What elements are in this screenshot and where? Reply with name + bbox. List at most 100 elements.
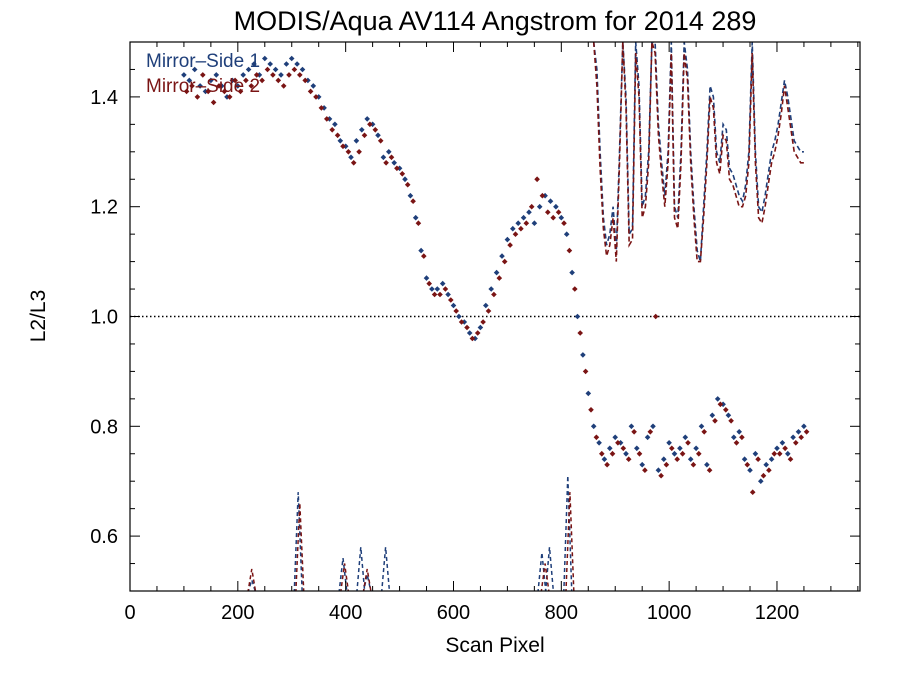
series-2-point — [793, 440, 799, 446]
series-2-point — [539, 192, 546, 199]
legend-entry-2: Mirror–Side 2 — [146, 76, 260, 97]
series-2-point — [469, 335, 476, 342]
series-1-spike — [293, 492, 303, 591]
series-1-spike — [356, 547, 366, 591]
series-1-point — [186, 77, 193, 84]
y-tick-label: 1.0 — [90, 307, 118, 329]
series-2-point — [604, 461, 610, 468]
series-2-point — [329, 127, 335, 133]
x-axis-label: Scan Pixel — [445, 634, 544, 657]
series-1-point — [536, 203, 543, 210]
series-1-point — [752, 450, 759, 457]
series-2-point — [248, 83, 255, 89]
series-2-point — [237, 88, 244, 95]
series-2-point — [189, 83, 195, 89]
series-2-point — [599, 450, 605, 457]
series-2-point — [534, 176, 540, 183]
series-2-point — [221, 88, 228, 95]
series-2-point — [528, 203, 535, 210]
series-1-point — [526, 209, 532, 215]
series-1-point — [704, 461, 710, 468]
series-2-point — [663, 461, 670, 468]
series-1-point — [197, 83, 203, 89]
series-2-point — [426, 280, 432, 287]
series-1-point — [391, 160, 397, 166]
series-1-point — [493, 269, 500, 276]
series-2-point — [798, 434, 804, 441]
series-2-point — [712, 418, 718, 424]
series-2-point — [275, 77, 282, 84]
series-1-spike — [381, 547, 391, 591]
series-1-point — [450, 302, 457, 309]
series-1-point — [272, 66, 279, 73]
series-2-point — [216, 83, 222, 89]
series-1-point — [785, 450, 791, 457]
series-2-point — [415, 220, 422, 226]
series-1-point — [456, 313, 462, 320]
series-1-point — [590, 423, 597, 430]
y-tick-label: 1.2 — [90, 197, 118, 219]
series-1-point — [563, 231, 570, 237]
series-2-point — [313, 94, 319, 100]
series-1-point — [758, 478, 764, 484]
series-1-point — [359, 127, 365, 133]
chart-title: MODIS/Aqua AV114 Angstrom for 2014 289 — [234, 6, 757, 36]
series-1-spike — [537, 552, 547, 591]
series-2-point — [324, 116, 330, 122]
series-1-point — [423, 275, 430, 281]
series-1-point — [731, 434, 737, 441]
series-1-point — [763, 461, 769, 468]
series-2-point — [717, 401, 724, 408]
x-tick-label: 200 — [221, 602, 254, 624]
series-2-point — [728, 418, 734, 424]
series-2-point — [620, 445, 627, 452]
y-tick-label: 0.8 — [90, 416, 118, 438]
series-1-dashed-line — [592, 42, 804, 262]
series-1-point — [213, 72, 220, 78]
series-1-point — [288, 55, 295, 62]
series-2-spike — [362, 568, 372, 591]
series-2-point — [350, 160, 357, 166]
series-2-point — [302, 77, 308, 84]
series-1-point — [283, 61, 290, 67]
y-axis-label: L2/L3 — [27, 290, 50, 343]
series-1-point — [488, 286, 494, 292]
series-1-point — [612, 434, 618, 441]
series-2-point — [280, 83, 287, 89]
axes: 0 200 400 600 800 1000 1200 0.6 0.8 1.0 1.2 1.4 — [90, 41, 861, 624]
series-1-point — [671, 450, 678, 457]
series-2-point — [183, 88, 190, 95]
series-1-point — [504, 236, 511, 243]
series-2-point — [491, 291, 497, 298]
series-1-point — [639, 461, 645, 468]
series-2-point — [448, 297, 454, 303]
series-2-point — [464, 324, 470, 331]
series-2-point — [679, 450, 686, 457]
y-tick-label: 0.6 — [90, 526, 118, 548]
legend: Mirror–Side 1 Mirror–Side 2 — [146, 51, 260, 97]
series-2-point — [512, 231, 519, 237]
series-2-point — [286, 72, 292, 78]
series-2-point — [377, 138, 384, 144]
series-2-point — [755, 456, 761, 462]
series-1-point — [407, 192, 414, 199]
series-1-point — [299, 66, 306, 73]
series-2-point — [696, 450, 702, 457]
series-1-point — [439, 280, 446, 287]
x-tick-label: 0 — [124, 602, 135, 624]
plot-area — [130, 42, 860, 591]
series-2-point — [609, 450, 616, 457]
series-1-point — [245, 66, 252, 73]
series-2-point — [523, 220, 530, 226]
series-1-point — [375, 132, 381, 139]
series-1-point — [580, 352, 586, 358]
series-1-point — [483, 302, 489, 309]
series-2-point — [723, 407, 729, 413]
series-1-point — [666, 440, 672, 446]
series-2-point — [410, 198, 416, 204]
series-1-point — [531, 220, 538, 226]
series-2-point — [706, 467, 713, 473]
series-2-point — [205, 88, 211, 95]
series-2-point — [437, 291, 443, 298]
series-1-point — [181, 72, 187, 78]
